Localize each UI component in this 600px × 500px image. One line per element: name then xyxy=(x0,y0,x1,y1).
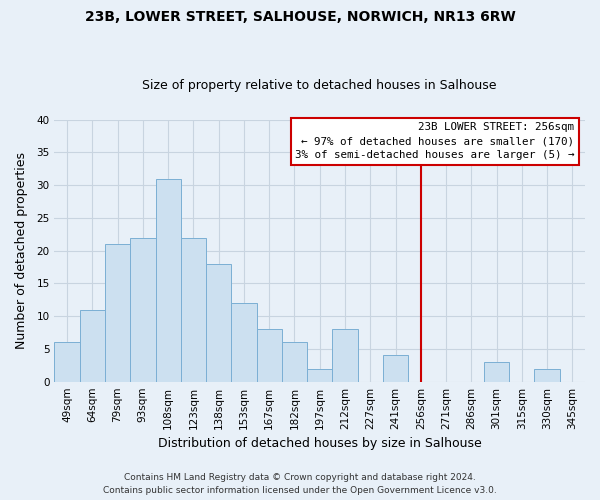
Bar xyxy=(383,356,408,382)
Bar xyxy=(231,303,257,382)
Text: 23B, LOWER STREET, SALHOUSE, NORWICH, NR13 6RW: 23B, LOWER STREET, SALHOUSE, NORWICH, NR… xyxy=(85,10,515,24)
Bar xyxy=(80,310,105,382)
Bar xyxy=(282,342,307,382)
Text: Contains HM Land Registry data © Crown copyright and database right 2024.
Contai: Contains HM Land Registry data © Crown c… xyxy=(103,474,497,495)
Bar xyxy=(257,330,282,382)
Bar xyxy=(535,368,560,382)
Bar xyxy=(130,238,155,382)
Text: 23B LOWER STREET: 256sqm
← 97% of detached houses are smaller (170)
3% of semi-d: 23B LOWER STREET: 256sqm ← 97% of detach… xyxy=(295,122,574,160)
X-axis label: Distribution of detached houses by size in Salhouse: Distribution of detached houses by size … xyxy=(158,437,482,450)
Bar xyxy=(55,342,80,382)
Bar xyxy=(484,362,509,382)
Bar xyxy=(155,178,181,382)
Y-axis label: Number of detached properties: Number of detached properties xyxy=(15,152,28,349)
Bar xyxy=(181,238,206,382)
Bar xyxy=(206,264,231,382)
Title: Size of property relative to detached houses in Salhouse: Size of property relative to detached ho… xyxy=(142,79,497,92)
Bar xyxy=(105,244,130,382)
Bar xyxy=(307,368,332,382)
Bar xyxy=(332,330,358,382)
